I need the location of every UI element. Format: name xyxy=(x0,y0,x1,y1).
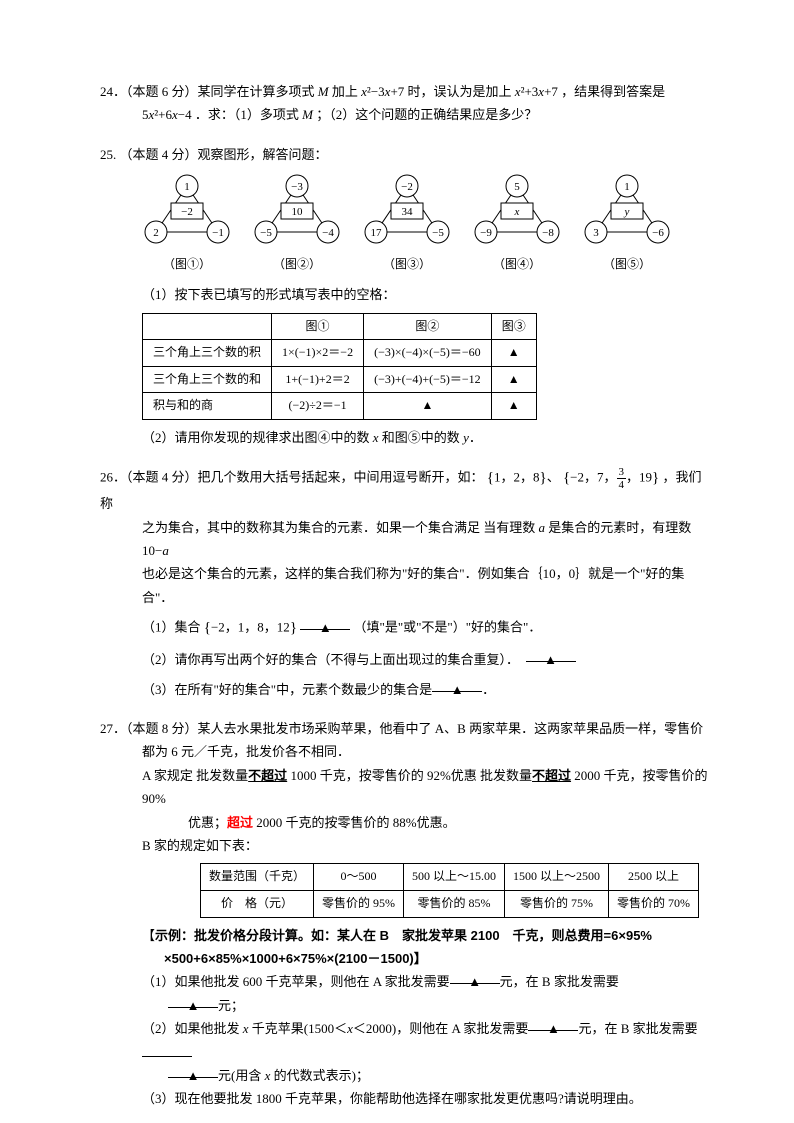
q26-p3: （3）在所有"好的集合"中，元素个数最少的集合是 xyxy=(142,682,432,697)
q24-num: 24． xyxy=(100,84,126,99)
q27-p2b: 元，在 B 家批发需要 xyxy=(578,1021,697,1036)
q26-p1set: −2，1，8，12 xyxy=(211,620,290,635)
q26-l1a: （本题 4 分）把几个数用大括号括起来，中间用逗号断开，如： xyxy=(126,470,484,485)
svg-text:−8: −8 xyxy=(542,227,554,239)
svg-text:1: 1 xyxy=(624,181,630,193)
fill-blank[interactable]: ▲ xyxy=(168,1064,218,1078)
q25-p1: （1）按下表已填写的形式填写表中的空格： xyxy=(100,283,714,306)
svg-text:17: 17 xyxy=(371,227,383,239)
fill-blank[interactable]: ▲ xyxy=(300,616,350,630)
q25-head: （本题 4 分）观察图形，解答问题： xyxy=(120,147,328,162)
q26-l3: 也必是这个集合的元素，这样的集合我们称为"好的集合"．例如集合｛10，0｝就是一… xyxy=(100,562,714,609)
svg-text:−1: −1 xyxy=(212,227,224,239)
q27-B: B 家的规定如下表： xyxy=(100,834,714,857)
svg-text:x: x xyxy=(514,206,520,218)
q27-num: 27． xyxy=(100,721,126,736)
set-brace: } xyxy=(652,470,659,486)
q27-p3: （3）现在他要批发 1800 千克苹果，你能帮助他选择在哪家批发更优惠吗?请说明… xyxy=(100,1087,714,1110)
set-brace: } xyxy=(540,470,547,486)
q26-l2: 之为集合，其中的数称其为集合的元素．如果一个集合满足 当有理数 a 是集合的元素… xyxy=(100,516,714,563)
fill-blank[interactable] xyxy=(142,1043,192,1057)
q27-p1: （1）如果他批发 600 千克苹果，则他在 A 家批发需要 xyxy=(142,974,450,989)
question-27: 27．（本题 8 分）某人去水果批发市场采购苹果，他看中了 A、B 两家苹果．这… xyxy=(100,717,714,1111)
fill-blank[interactable]: ▲ xyxy=(526,648,576,662)
q27-table: 数量范围（千克）0～500500 以上～15.001500 以上～2500250… xyxy=(200,863,699,917)
svg-text:y: y xyxy=(624,206,630,218)
svg-text:−4: −4 xyxy=(322,227,334,239)
fill-blank[interactable]: ▲ xyxy=(450,970,500,984)
question-25: 25. （本题 4 分）观察图形，解答问题： 1 2 −1 −2 （图①） −3 xyxy=(100,143,714,450)
svg-text:2: 2 xyxy=(153,227,159,239)
q27-A1: A 家规定 批发数量不超过 1000 千克，按零售价的 92%优惠 批发数量不超… xyxy=(100,764,714,811)
fill-blank[interactable]: ▲ xyxy=(528,1017,578,1031)
svg-text:−5: −5 xyxy=(260,227,272,239)
q26-set1: 1，2，8 xyxy=(494,470,540,485)
svg-text:−2: −2 xyxy=(181,206,193,218)
svg-text:3: 3 xyxy=(593,227,599,239)
set-brace: { xyxy=(487,470,494,486)
triangle-diagram: 5 −9 −8 x （图④） xyxy=(472,174,562,275)
q27-ex1: 【示例：批发价格分段计算。如：某人在 B 家批发苹果 2100 千克，则总费用=… xyxy=(100,924,714,947)
svg-text:−6: −6 xyxy=(652,227,664,239)
fraction: 34 xyxy=(617,466,627,491)
set-brace: { xyxy=(204,620,211,636)
q27-p2: （2）如果他批发 x 千克苹果(1500＜x＜2000)，则他在 A 家批发需要 xyxy=(142,1021,528,1036)
q27-ex2: ×500+6×85%×1000+6×75%×(2100－1500)】 xyxy=(100,947,714,970)
svg-text:5: 5 xyxy=(514,181,520,193)
fill-blank[interactable]: ▲ xyxy=(432,678,482,692)
q27-p1c: 元； xyxy=(218,998,244,1013)
q26-p2: （2）请你再写出两个好的集合（不得与上面出现过的集合重复）． xyxy=(142,652,519,667)
q24-line2: 5x²+6x−4 ．求：（1）多项式 M ；（2）这个问题的正确结果应是多少？ xyxy=(100,103,714,126)
dot: ． xyxy=(482,682,495,697)
set-brace: } xyxy=(290,620,297,636)
question-24: 24．（本题 6 分）某同学在计算多项式 M 加上 x²−3x+7 时，误认为是… xyxy=(100,80,714,127)
q25-table: 图①图②图③三个角上三个数的积1×(−1)×2＝−2(−3)×(−4)×(−5)… xyxy=(142,313,537,420)
svg-text:−2: −2 xyxy=(401,181,413,193)
svg-text:−9: −9 xyxy=(480,227,492,239)
q26-p1a: （1）集合 xyxy=(142,620,201,635)
q27-p1b: 元，在 B 家批发需要 xyxy=(500,974,619,989)
q27-A2: 优惠；超过 2000 千克的按零售价的 88%优惠。 xyxy=(100,811,714,834)
triangle-diagram: 1 3 −6 y （图⑤） xyxy=(582,174,672,275)
q26-num: 26． xyxy=(100,470,126,485)
triangle-diagram: −3 −5 −4 10 （图②） xyxy=(252,174,342,275)
svg-text:1: 1 xyxy=(184,181,190,193)
q25-diagrams: 1 2 −1 −2 （图①） −3 −5 −4 10 （图②） xyxy=(100,174,714,275)
triangle-diagram: 1 2 −1 −2 （图①） xyxy=(142,174,232,275)
q24-line1: （本题 6 分）某同学在计算多项式 M 加上 x²−3x+7 时，误认为是加上 … xyxy=(126,84,665,99)
svg-text:−3: −3 xyxy=(291,181,303,193)
question-26: 26．（本题 4 分）把几个数用大括号括起来，中间用逗号断开，如： {1，2，8… xyxy=(100,465,714,701)
q27-l1: （本题 8 分）某人去水果批发市场采购苹果，他看中了 A、B 两家苹果．这两家苹… xyxy=(126,721,703,736)
triangle-diagram: −2 17 −5 34 （图③） xyxy=(362,174,452,275)
svg-text:10: 10 xyxy=(292,206,304,218)
q26-set2b: ，19 xyxy=(626,470,652,485)
fill-blank[interactable]: ▲ xyxy=(168,994,218,1008)
svg-text:−5: −5 xyxy=(432,227,444,239)
q27-l2: 都为 6 元／千克，批发价各不相同． xyxy=(100,740,714,763)
q26-set2: −2，7， xyxy=(570,470,616,485)
q27-p2c: 元(用含 x 的代数式表示)； xyxy=(218,1068,369,1083)
q25-p2: （2）请用你发现的规律求出图④中的数 x 和图⑤中的数 y． xyxy=(100,426,714,449)
q25-num: 25. xyxy=(100,147,116,162)
q26-p1b: （填"是"或"不是"）"好的集合"． xyxy=(354,620,542,635)
svg-text:34: 34 xyxy=(402,206,414,218)
